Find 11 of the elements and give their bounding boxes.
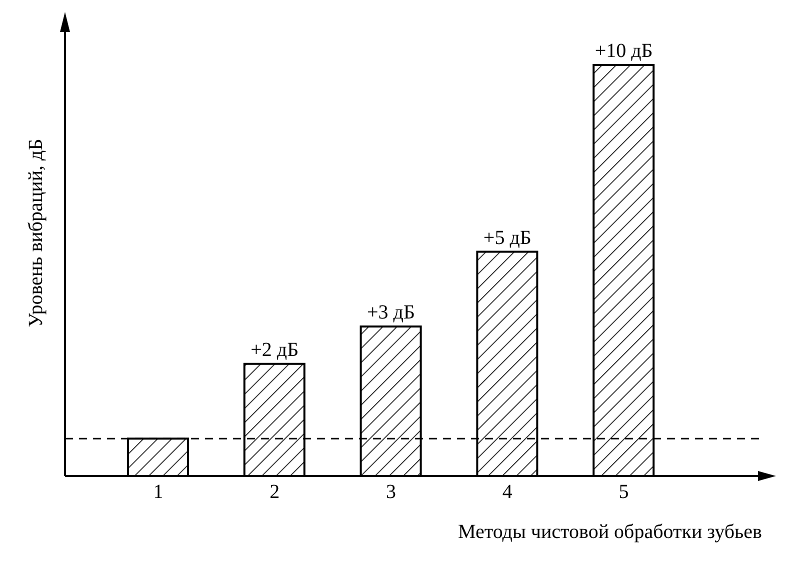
annotation: +3 дБ (367, 302, 415, 324)
x-tick-label: 5 (618, 481, 629, 504)
x-tick-label: 2 (270, 481, 280, 504)
x-tick-label: 4 (502, 481, 512, 504)
annotation: +10 дБ (594, 40, 653, 62)
annotation: +2 дБ (250, 338, 299, 361)
x-axis-title: Методы чистовой обработки зубьев (458, 521, 762, 543)
x-tick-label: 3 (386, 481, 396, 504)
y-axis-title: Уровень вибраций, дБ (25, 138, 48, 328)
annotation: +5 дБ (483, 226, 532, 249)
x-tick-label: 1 (153, 481, 164, 504)
